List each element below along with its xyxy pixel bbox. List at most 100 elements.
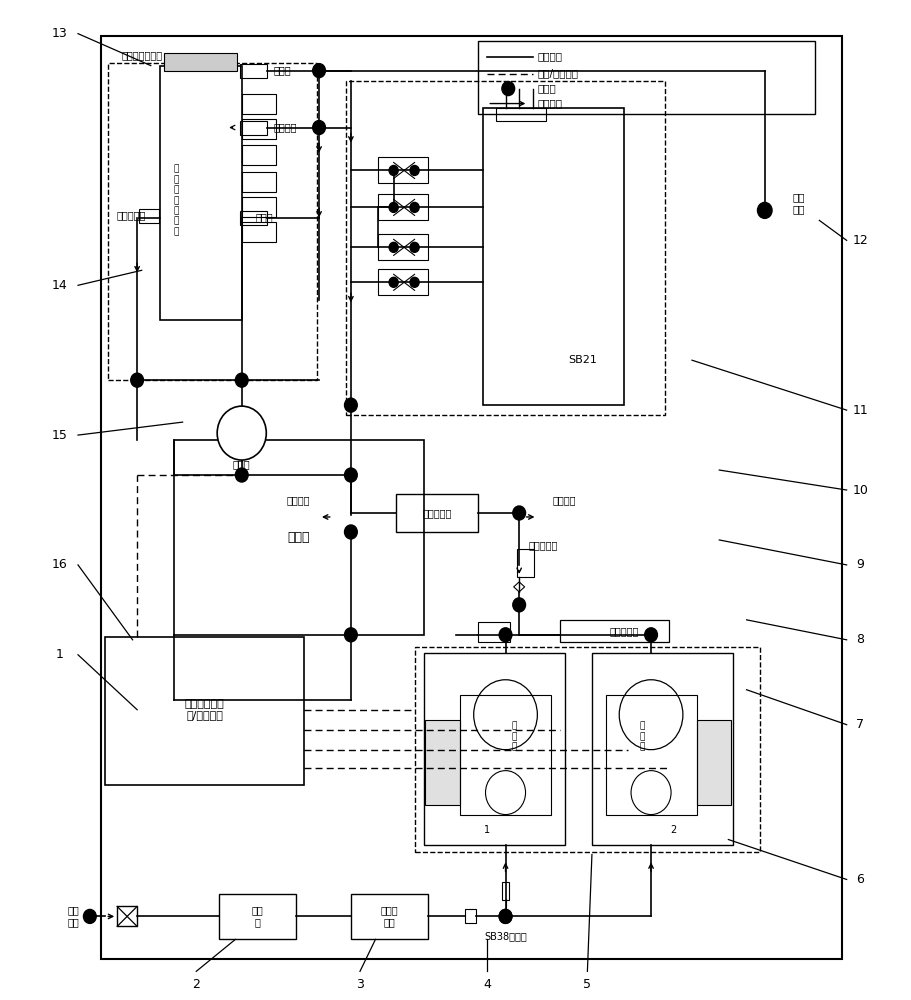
Text: 8: 8 [856,633,865,646]
Text: 冲洗水口: 冲洗水口 [273,123,297,133]
Circle shape [312,121,325,135]
Text: 4: 4 [484,978,491,991]
Bar [118,906,138,926]
Bar [378,234,428,260]
Circle shape [499,909,512,923]
Circle shape [389,242,398,252]
Circle shape [410,242,419,252]
Text: 去气泡装置: 去气泡装置 [423,508,452,518]
Bar [496,108,547,121]
Bar [592,653,733,845]
Text: 3: 3 [356,978,363,991]
Circle shape [131,373,144,387]
Text: 7: 7 [856,718,865,731]
Circle shape [410,165,419,175]
Text: 6: 6 [856,873,865,886]
Text: 11: 11 [853,404,868,417]
Text: 15: 15 [52,429,67,442]
Circle shape [389,277,398,287]
Circle shape [235,468,248,482]
Circle shape [499,909,512,923]
Bar [173,440,424,635]
Text: 软
管
泵: 软 管 泵 [512,722,517,752]
Circle shape [389,202,398,212]
Text: 12: 12 [853,234,868,247]
Bar [106,637,303,785]
Text: 13: 13 [52,27,67,40]
Circle shape [757,202,772,218]
Bar [101,36,842,959]
Bar [697,720,732,805]
Text: 软
管
泵: 软 管 泵 [640,722,645,752]
Text: 压力变送器: 压力变送器 [528,540,558,550]
Text: 备用出水口: 备用出水口 [117,210,146,220]
Text: 淡水
入口: 淡水 入口 [792,193,804,214]
Bar [240,64,267,78]
Bar [478,41,814,114]
Bar [164,53,237,71]
Bar [483,108,624,405]
Text: 1: 1 [485,825,490,835]
Text: 5: 5 [583,978,591,991]
Bar [241,222,276,242]
Circle shape [410,202,419,212]
Circle shape [217,406,266,460]
Circle shape [344,468,357,482]
Bar [159,66,241,320]
Bar [378,269,428,295]
Bar [378,157,428,183]
Text: 净水出口: 净水出口 [286,495,310,505]
Circle shape [513,598,526,612]
Text: 废水池: 废水池 [287,531,310,544]
Text: 1: 1 [56,648,64,661]
Text: 14: 14 [52,279,67,292]
Circle shape [502,82,515,96]
Text: 2: 2 [670,825,677,835]
Bar [424,653,565,845]
Text: 海水
入口: 海水 入口 [67,906,79,927]
Circle shape [235,373,248,387]
Text: 泄漏监
测仪: 泄漏监 测仪 [380,906,398,927]
Text: 9: 9 [856,558,865,571]
Bar [460,695,551,815]
Bar [241,119,276,139]
Bar [478,622,510,642]
Text: 10: 10 [853,484,868,497]
Circle shape [645,628,658,642]
Text: 16: 16 [52,558,67,571]
Circle shape [312,64,325,78]
Bar [396,494,478,532]
Circle shape [499,628,512,642]
Bar [606,695,697,815]
Bar [517,549,534,577]
Bar [415,647,760,852]
Text: 废水出口: 废水出口 [553,495,577,505]
Bar [219,894,296,939]
Text: 入水口: 入水口 [273,66,292,76]
Text: 数据/电气线缆: 数据/电气线缆 [537,69,578,79]
Bar [560,620,670,642]
Text: SB38传感器: SB38传感器 [484,931,527,941]
Text: 管接头: 管接头 [537,84,556,94]
Circle shape [344,525,357,539]
Bar [425,720,460,805]
Circle shape [513,506,526,520]
Text: 传感器缆线接口: 传感器缆线接口 [122,51,163,61]
Circle shape [389,165,398,175]
Bar [241,197,276,217]
Text: 附
加
传
感
器
水
箱: 附 加 传 感 器 水 箱 [174,165,179,236]
Bar [241,145,276,165]
Bar [139,209,159,223]
Bar [502,882,509,900]
Text: 数据采集与控
制/显示单元: 数据采集与控 制/显示单元 [185,699,224,721]
Bar [346,81,665,415]
Text: 脉冲缓冲器: 脉冲缓冲器 [609,626,639,636]
Text: 2: 2 [192,978,200,991]
Bar [241,172,276,192]
Text: 液体流向: 液体流向 [537,99,562,109]
Text: SB21: SB21 [568,355,598,365]
Circle shape [84,909,97,923]
Text: 过滤
器: 过滤 器 [251,906,263,927]
Text: 出水口: 出水口 [255,212,273,222]
Circle shape [344,628,357,642]
